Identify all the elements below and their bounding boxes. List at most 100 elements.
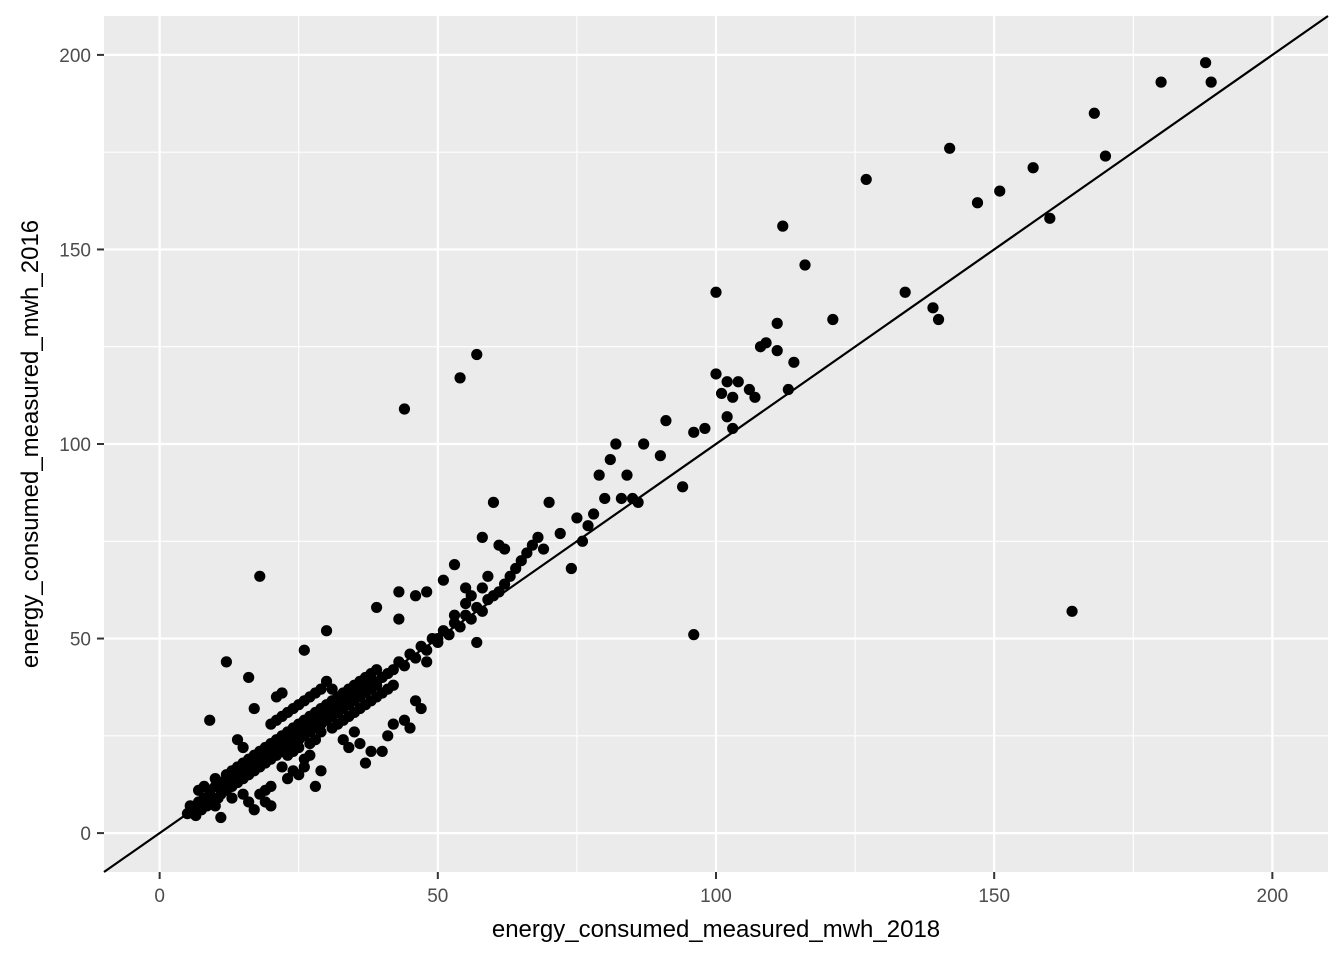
- x-axis-ticks: 0 50 100 150 200: [154, 872, 1288, 907]
- data-point: [243, 796, 255, 808]
- data-point: [409, 695, 422, 707]
- data-point: [237, 741, 249, 754]
- data-point: [1099, 150, 1112, 162]
- data-point: [204, 714, 216, 726]
- data-point: [387, 718, 399, 730]
- data-point: [515, 555, 527, 567]
- data-point: [315, 726, 327, 738]
- identity-line-group: [103, 15, 1329, 873]
- x-tick-label: 100: [700, 886, 732, 907]
- data-point: [593, 469, 605, 481]
- data-point: [660, 415, 672, 427]
- data-point: [359, 757, 372, 769]
- x-tick-label: 150: [978, 886, 1010, 907]
- data-point: [599, 492, 611, 505]
- data-point: [376, 745, 388, 757]
- data-point: [371, 601, 383, 614]
- data-point: [404, 722, 416, 734]
- data-point: [209, 800, 221, 812]
- data-point: [476, 531, 488, 543]
- data-point: [721, 376, 733, 388]
- data-point: [1066, 605, 1078, 617]
- data-point: [1088, 107, 1100, 119]
- data-point: [315, 765, 327, 777]
- data-point: [326, 683, 338, 695]
- data-point: [994, 185, 1006, 197]
- data-point: [971, 197, 984, 209]
- data-point: [248, 702, 260, 715]
- data-point: [293, 741, 305, 754]
- data-point: [588, 508, 600, 520]
- data-point: [343, 741, 355, 754]
- data-point: [604, 453, 616, 466]
- data-point: [615, 492, 628, 505]
- data-point: [638, 438, 650, 450]
- data-point: [348, 726, 360, 738]
- data-point: [454, 372, 466, 384]
- data-point: [699, 422, 711, 435]
- data-point: [276, 761, 288, 773]
- data-point: [688, 629, 700, 641]
- data-point: [565, 562, 577, 575]
- data-point: [465, 590, 477, 602]
- data-point: [727, 391, 739, 403]
- y-tick-label: 50: [70, 630, 91, 651]
- y-axis-ticks: 0 50 100 150 200: [59, 46, 104, 845]
- data-points: [181, 57, 1217, 824]
- data-point: [382, 730, 394, 742]
- x-tick-label: 200: [1257, 886, 1289, 907]
- y-tick-label: 150: [59, 240, 91, 261]
- data-point: [799, 259, 811, 271]
- data-point: [471, 348, 483, 361]
- data-point: [243, 671, 255, 684]
- data-point: [771, 317, 783, 329]
- data-point: [1155, 76, 1167, 88]
- x-axis-title: energy_consumed_measured_mwh_2018: [492, 916, 940, 943]
- data-point: [276, 687, 288, 699]
- data-point: [504, 570, 516, 582]
- data-point: [610, 438, 622, 450]
- data-point: [215, 811, 227, 824]
- data-point: [309, 734, 322, 746]
- data-point: [460, 597, 472, 610]
- data-point: [715, 387, 728, 400]
- data-point: [543, 496, 555, 508]
- data-point: [298, 644, 310, 656]
- data-point: [421, 656, 433, 668]
- data-point: [409, 590, 422, 602]
- data-point: [1044, 212, 1056, 224]
- data-point: [710, 368, 722, 380]
- data-point: [482, 570, 494, 582]
- data-point: [654, 450, 666, 462]
- data-point: [320, 625, 333, 637]
- data-point: [677, 481, 689, 493]
- data-point: [298, 761, 310, 773]
- identity-line: [103, 15, 1329, 873]
- data-point: [371, 664, 383, 676]
- data-point: [1205, 76, 1217, 88]
- data-point: [448, 609, 461, 621]
- data-point: [749, 391, 761, 403]
- data-point: [309, 780, 322, 793]
- data-point: [460, 582, 472, 594]
- data-point: [521, 547, 533, 559]
- data-point: [777, 220, 789, 232]
- data-point: [298, 753, 310, 765]
- data-point: [927, 302, 939, 314]
- data-point: [254, 570, 266, 582]
- data-point: [827, 313, 839, 326]
- data-point: [421, 586, 433, 598]
- data-point: [498, 578, 511, 590]
- data-point: [226, 792, 238, 804]
- data-point: [337, 734, 349, 746]
- data-point: [320, 675, 333, 687]
- data-point: [860, 173, 872, 186]
- y-tick-label: 0: [80, 824, 91, 845]
- data-point: [248, 804, 260, 816]
- data-point: [354, 738, 366, 750]
- data-point: [393, 613, 405, 625]
- y-axis-title: energy_consumed_measured_mwh_2016: [17, 220, 44, 668]
- data-point: [771, 345, 783, 357]
- data-point: [487, 496, 500, 508]
